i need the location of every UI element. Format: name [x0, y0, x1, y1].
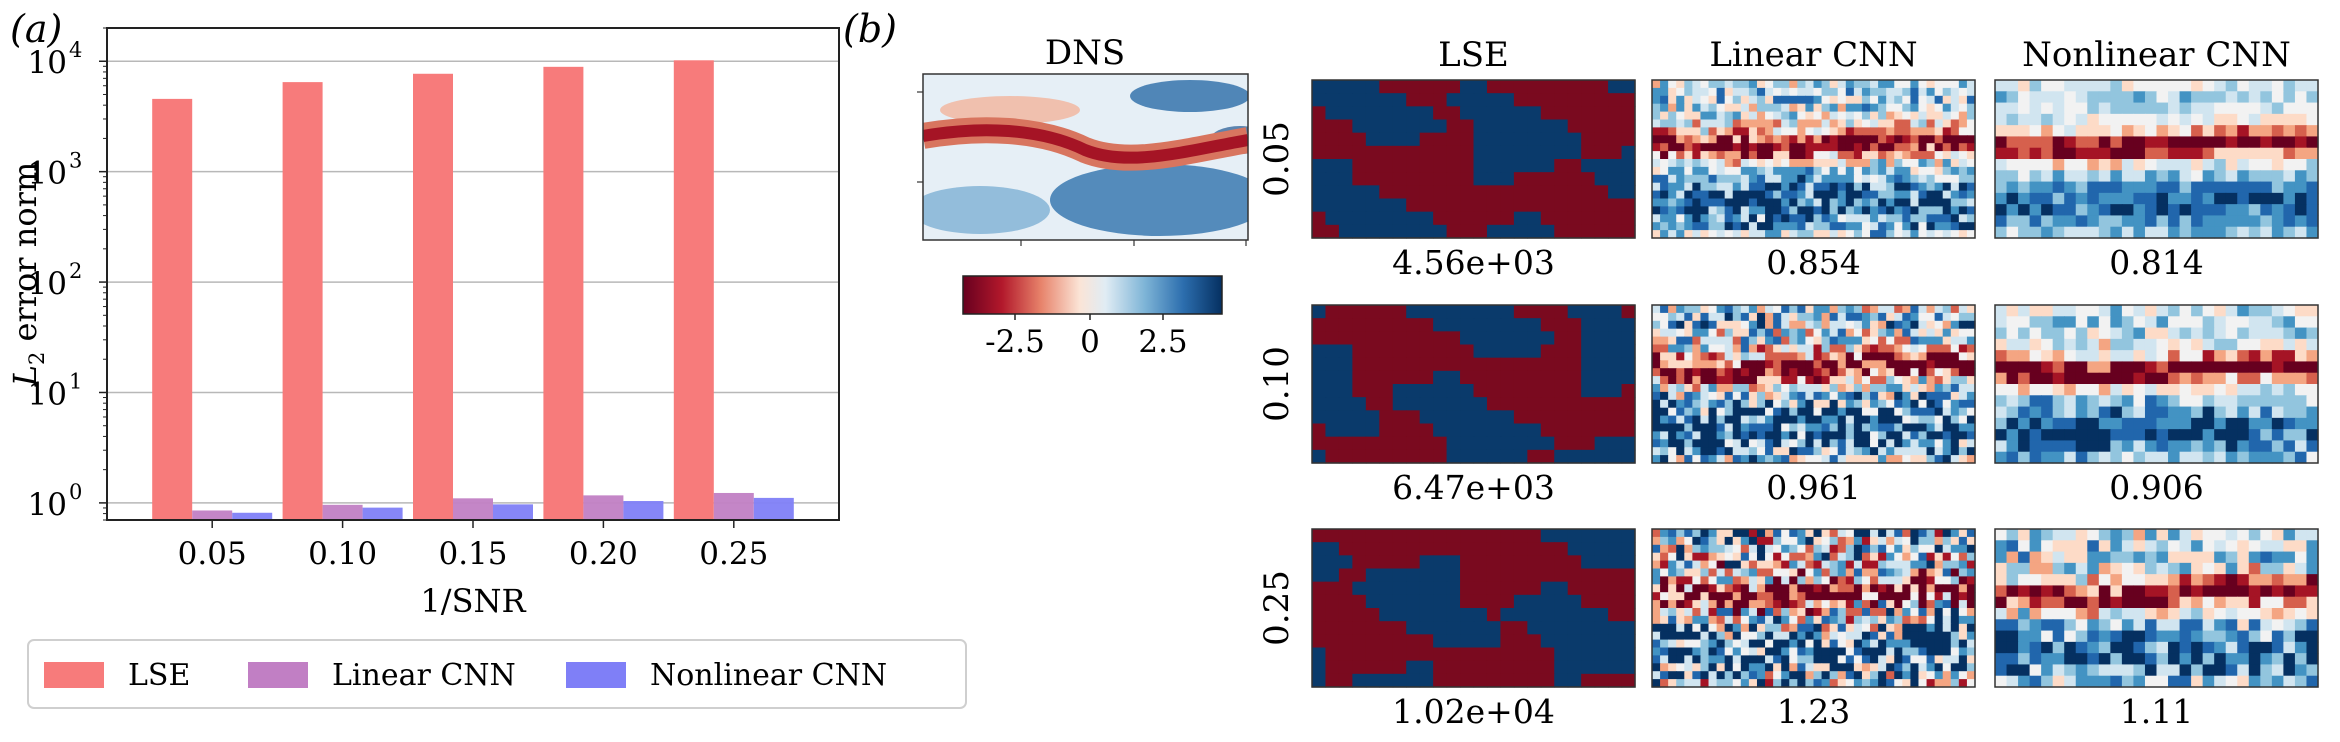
y-tick-label: 10	[28, 45, 67, 81]
column-titles: LSE Linear CNN Nonlinear CNN	[1438, 35, 2291, 75]
bar-lse	[152, 98, 193, 520]
map-nonlinear-cnn	[1994, 304, 2319, 464]
plot-frame	[106, 27, 840, 521]
error-value: 0.814	[2109, 243, 2203, 282]
row-labels: 0.05 0.10 0.25	[1257, 121, 1297, 646]
error-value: 0.961	[1766, 468, 1860, 507]
bar-nonlinear-cnn	[623, 501, 664, 520]
x-tick-label: 0.10	[308, 536, 377, 572]
bar-series	[152, 60, 794, 521]
error-value: 1.02e+04	[1392, 692, 1555, 731]
x-tick-label: 0.15	[438, 536, 507, 572]
y-axis-label: L2 error norm	[6, 162, 49, 388]
legend-frame	[27, 639, 967, 709]
bar-lse	[413, 73, 453, 521]
bar-linear-cnn	[322, 504, 363, 520]
map-linear-cnn	[1651, 528, 1976, 688]
legend-swatch	[248, 662, 308, 688]
bar-lse	[673, 60, 714, 521]
legend: LSE Linear CNN Nonlinear CNN	[27, 639, 967, 709]
panel-label-b: (b)	[843, 7, 897, 51]
error-value: 1.11	[2120, 692, 2193, 731]
panel-label-a: (a)	[10, 7, 62, 51]
map-frame	[1994, 79, 2319, 239]
column-title: LSE	[1438, 35, 1509, 75]
map-lse	[1311, 528, 1636, 688]
column-title: Nonlinear CNN	[2022, 35, 2291, 75]
map-frame	[1994, 528, 2319, 688]
dns-title: DNS	[1045, 33, 1125, 73]
map-frame	[1311, 304, 1636, 464]
legend-label: Nonlinear CNN	[650, 658, 887, 693]
bar-linear-cnn	[192, 510, 233, 520]
row-label: 0.10	[1257, 346, 1297, 422]
heatmap-panel: DNS -2.5 0 2.5 LSE Linear CNN Nonlinear CNN …	[917, 33, 2319, 731]
error-value: 0.906	[2109, 468, 2203, 507]
map-lse	[1311, 79, 1636, 239]
map-lse	[1311, 304, 1636, 464]
reconstruction-maps	[1311, 79, 2319, 688]
error-value: 6.47e+03	[1392, 468, 1555, 507]
colorbar-tick-label: 2.5	[1138, 324, 1187, 360]
bar-lse	[543, 66, 584, 520]
error-value: 1.23	[1777, 692, 1850, 731]
y-tick-label: 10	[28, 266, 67, 302]
legend-swatch	[566, 662, 626, 688]
bar-nonlinear-cnn	[232, 512, 273, 520]
error-value: 4.56e+03	[1392, 243, 1555, 282]
y-tick-label: 10	[28, 156, 67, 192]
map-frame	[1311, 528, 1636, 688]
row-label: 0.25	[1257, 570, 1297, 646]
map-frame	[1994, 304, 2319, 464]
y-tick-exponent: 0	[69, 480, 82, 504]
map-linear-cnn	[1651, 79, 1976, 239]
bar-nonlinear-cnn	[493, 504, 533, 520]
bar-lse	[282, 82, 323, 521]
column-title: Linear CNN	[1709, 35, 1917, 75]
colorbar-tick-label: -2.5	[985, 324, 1045, 360]
legend-swatch	[44, 662, 104, 688]
map-nonlinear-cnn	[1994, 528, 2319, 688]
map-frame	[1651, 528, 1976, 688]
bar-nonlinear-cnn	[362, 507, 403, 520]
y-tick-label: 10	[28, 376, 67, 412]
grid-lines	[107, 60, 839, 504]
error-value: 0.854	[1766, 243, 1860, 282]
x-tick-label: 0.05	[178, 536, 247, 572]
map-nonlinear-cnn	[1994, 79, 2319, 239]
y-tick-exponent: 1	[69, 369, 82, 393]
map-frame	[1651, 79, 1976, 239]
x-axis-ticks: 0.05 0.10 0.15 0.20 0.25	[178, 520, 768, 572]
bar-nonlinear-cnn	[753, 497, 794, 520]
y-tick-exponent: 3	[69, 149, 82, 173]
legend-label: Linear CNN	[332, 658, 516, 693]
bar-linear-cnn	[583, 495, 624, 520]
map-linear-cnn	[1651, 304, 1976, 464]
bar-linear-cnn	[453, 498, 493, 520]
map-frame	[1651, 304, 1976, 464]
colorbar	[962, 275, 1223, 315]
dns-field	[923, 74, 1248, 240]
error-labels: 4.56e+03 0.854 0.814 6.47e+03 0.961 0.906 1.02…	[1392, 243, 2204, 731]
map-frame	[1311, 79, 1636, 239]
dns-ticks	[917, 91, 1247, 246]
x-tick-label: 0.25	[699, 536, 768, 572]
colorbar-tick-label: 0	[1080, 324, 1100, 360]
legend-label: LSE	[128, 658, 190, 693]
x-tick-label: 0.20	[569, 536, 638, 572]
colorbar-ticks: -2.5 0 2.5	[985, 314, 1188, 360]
y-tick-label: 10	[28, 487, 67, 523]
x-axis-label: 1/SNR	[420, 582, 526, 620]
bar-linear-cnn	[713, 492, 754, 520]
row-label: 0.05	[1257, 121, 1297, 197]
dns-frame	[922, 73, 1249, 241]
y-tick-exponent: 2	[69, 259, 82, 283]
y-tick-exponent: 4	[69, 38, 82, 62]
